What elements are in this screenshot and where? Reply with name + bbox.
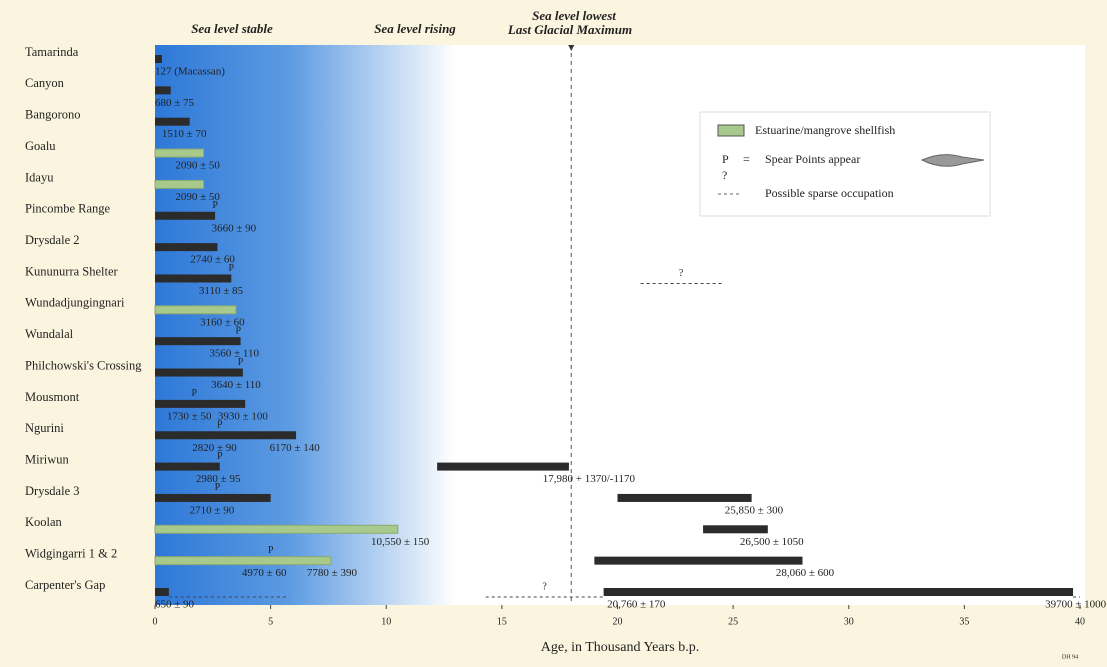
occupation-bar <box>155 243 217 251</box>
header-label: Sea level lowest <box>532 8 616 23</box>
date-label: 127 (Macassan) <box>155 66 225 78</box>
chart: Sea level stable Sea level rising Sea le… <box>0 0 1107 667</box>
site-label: Koolan <box>25 515 63 529</box>
date-label: 17,980 + 1370/-1170 <box>543 473 636 485</box>
site-label: Canyon <box>25 76 65 90</box>
site-label: Drysdale 2 <box>25 233 80 247</box>
spear-point: P <box>212 200 218 211</box>
spear-point: P <box>192 388 198 399</box>
site-label: Bangorono <box>25 108 81 122</box>
site-label: Widgingarri 1 & 2 <box>25 547 117 561</box>
site-label: Idayu <box>25 170 54 184</box>
occupation-bar <box>155 525 398 533</box>
date-label: 3660 ± 90 <box>212 222 257 234</box>
site-label: Miriwun <box>25 452 70 466</box>
occupation-bar <box>155 588 169 596</box>
date-label: 25,850 ± 300 <box>725 504 784 516</box>
site-label: Mousmont <box>25 390 80 404</box>
sparse-symbol: ? <box>679 268 684 279</box>
spear-point: P <box>235 325 241 336</box>
date-label: 1510 ± 70 <box>162 128 207 140</box>
date-label: 20,760 ± 170 <box>607 599 666 611</box>
date-label: 650 ± 90 <box>155 599 195 611</box>
occupation-bar <box>155 337 241 345</box>
sparse-symbol: ? <box>542 581 547 592</box>
occupation-bar <box>594 557 802 565</box>
date-label: 3110 ± 85 <box>199 285 244 297</box>
site-label: Drysdale 3 <box>25 484 80 498</box>
header-label: Sea level stable <box>191 21 273 36</box>
date-label: 26,500 ± 1050 <box>740 536 804 548</box>
occupation-bar <box>155 557 331 565</box>
date-label: 28,060 ± 600 <box>776 567 835 579</box>
header-label: Sea level rising <box>374 21 456 36</box>
occupation-bar <box>618 494 752 502</box>
site-label: Philchowski's Crossing <box>25 358 142 372</box>
legend-label: Spear Points appear <box>765 152 860 166</box>
legend-symbol: ? <box>722 168 727 182</box>
occupation-bar <box>155 118 190 126</box>
occupation-bar <box>155 306 236 314</box>
date-label: 1730 ± 50 <box>167 410 212 422</box>
site-label: Ngurini <box>25 421 64 435</box>
x-tick-label: 40 <box>1075 616 1085 627</box>
site-label: Wundalal <box>25 327 74 341</box>
legend: Estuarine/mangrove shellfish P = Spear P… <box>700 112 990 216</box>
date-label: 680 ± 75 <box>155 97 195 109</box>
occupation-bar <box>155 149 204 157</box>
date-label: 4970 ± 60 <box>242 567 287 579</box>
credit: DH 94 <box>1062 654 1078 660</box>
date-label: 10,550 ± 150 <box>371 536 430 548</box>
spear-point: P <box>217 420 223 431</box>
x-tick-label: 30 <box>844 616 854 627</box>
occupation-bar <box>604 588 1073 596</box>
spear-point: P <box>268 545 274 556</box>
x-axis-title: Age, in Thousand Years b.p. <box>541 640 699 655</box>
occupation-bar <box>155 55 162 63</box>
legend-label: Estuarine/mangrove shellfish <box>755 123 895 137</box>
x-tick-label: 35 <box>959 616 969 627</box>
spear-point: P <box>217 451 223 462</box>
legend-swatch <box>718 125 744 136</box>
site-label: Tamarinda <box>25 45 79 59</box>
x-tick-label: 15 <box>497 616 507 627</box>
x-tick-label: 0 <box>153 616 158 627</box>
date-label: 3930 ± 100 <box>218 410 269 422</box>
occupation-bar <box>155 494 271 502</box>
spear-point: P <box>238 357 244 368</box>
spear-point: P <box>215 482 221 493</box>
occupation-bar <box>155 369 243 377</box>
site-label: Goalu <box>25 139 56 153</box>
x-tick-label: 5 <box>268 616 273 627</box>
occupation-bar <box>155 86 171 94</box>
date-label: 2820 ± 90 <box>192 442 237 454</box>
site-label: Pincombe Range <box>25 202 111 216</box>
occupation-bar <box>155 400 245 408</box>
occupation-bar <box>703 525 768 533</box>
occupation-bar <box>155 431 296 439</box>
site-label: Carpenter's Gap <box>25 578 105 592</box>
occupation-bar <box>155 212 215 220</box>
x-tick-label: 20 <box>613 616 623 627</box>
site-label: Kununurra Shelter <box>25 264 119 278</box>
date-label: 2090 ± 50 <box>175 160 220 172</box>
occupation-bar <box>155 463 220 471</box>
date-label: 39700 ± 1000 <box>1045 599 1107 611</box>
date-label: 2710 ± 90 <box>190 504 235 516</box>
occupation-bar <box>155 274 231 282</box>
legend-symbol: P <box>722 152 729 166</box>
x-tick-label: 25 <box>728 616 738 627</box>
site-label: Wundadjungingnari <box>25 296 125 310</box>
occupation-bar <box>155 180 204 188</box>
date-label: 3640 ± 110 <box>211 379 261 391</box>
header-label: Last Glacial Maximum <box>507 22 632 37</box>
spear-point: P <box>229 263 235 274</box>
occupation-bar <box>437 463 569 471</box>
legend-symbol: = <box>743 152 750 166</box>
x-tick-label: 10 <box>381 616 391 627</box>
date-label: 6170 ± 140 <box>270 442 321 454</box>
legend-label: Possible sparse occupation <box>765 186 894 200</box>
date-label: 3560 ± 110 <box>209 348 259 360</box>
date-label: 7780 ± 390 <box>307 567 358 579</box>
